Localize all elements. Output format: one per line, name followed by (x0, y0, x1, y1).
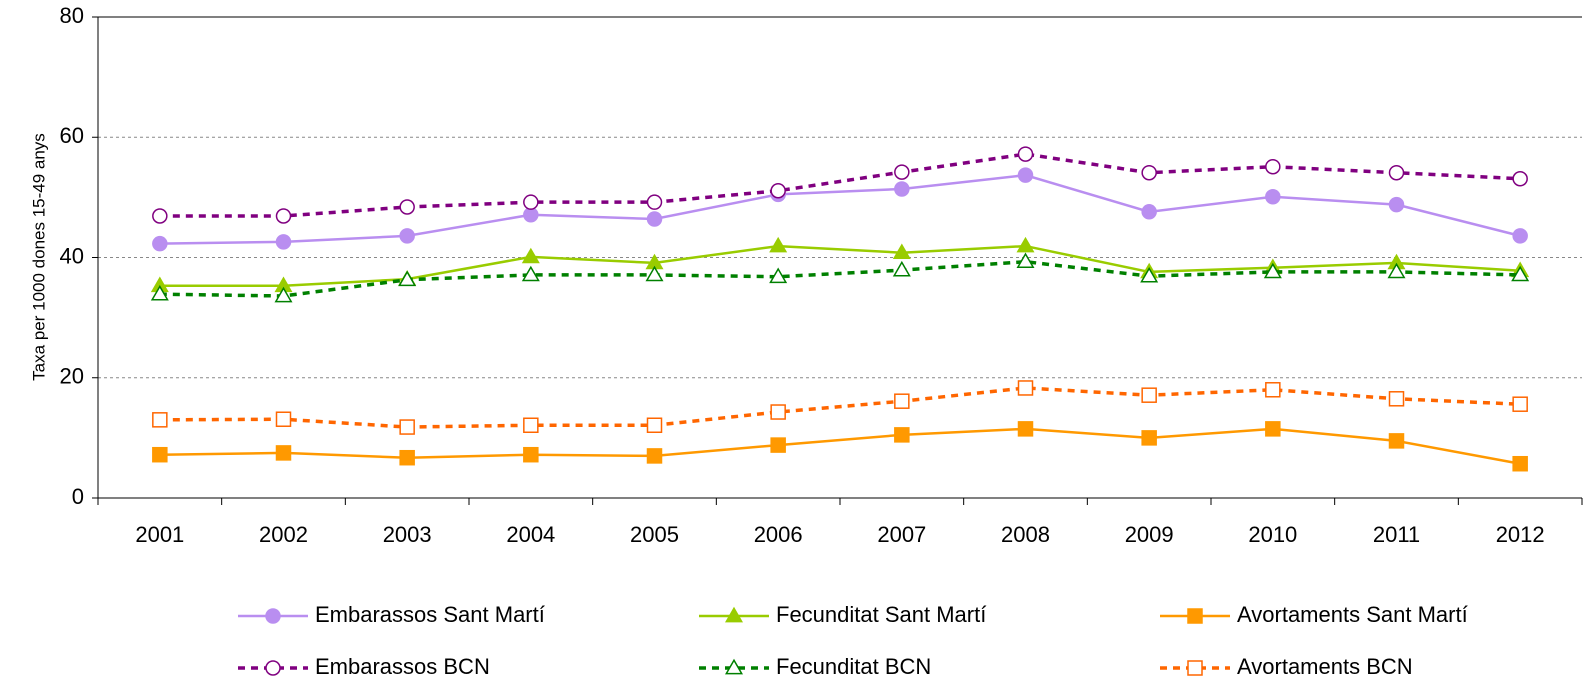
point (645, 265, 664, 282)
point (150, 284, 169, 301)
x-tick-label: 2006 (754, 522, 803, 547)
legend-label: Avortaments BCN (1237, 654, 1413, 679)
x-tick-label: 2009 (1125, 522, 1174, 547)
point (892, 260, 911, 277)
legend-label: Embarassos BCN (315, 654, 490, 679)
point (521, 265, 540, 282)
y-tick-label: 40 (60, 243, 84, 268)
point (769, 267, 788, 284)
point (521, 247, 540, 264)
x-tick-label: 2002 (259, 522, 308, 547)
point (152, 235, 168, 252)
point (398, 270, 417, 287)
point (275, 234, 292, 250)
point (275, 411, 292, 427)
point (1388, 164, 1405, 181)
point (152, 446, 168, 463)
point (1512, 228, 1528, 244)
point (646, 417, 663, 433)
point (399, 228, 415, 244)
point (1017, 380, 1034, 396)
legend-label: Avortaments Sant Martí (1237, 602, 1468, 627)
point (1387, 262, 1406, 279)
series-line (159, 386, 1521, 429)
legend-label: Fecunditat BCN (776, 654, 931, 679)
point (1141, 204, 1157, 220)
point (1512, 170, 1528, 187)
x-tick-label: 2008 (1001, 522, 1050, 547)
point (152, 412, 168, 428)
point (399, 449, 415, 466)
y-tick-label: 20 (60, 364, 84, 389)
point (275, 208, 292, 224)
point (1511, 265, 1530, 282)
series-line (159, 427, 1521, 465)
legend-label: Embarassos Sant Martí (315, 602, 545, 627)
x-tick-label: 2007 (877, 522, 926, 547)
point (1388, 391, 1405, 407)
point (1265, 189, 1281, 205)
point (894, 181, 910, 197)
point (1263, 262, 1282, 279)
point (275, 445, 292, 461)
x-tick-label: 2005 (630, 522, 679, 547)
point (894, 393, 910, 409)
point (1265, 158, 1281, 175)
point (1388, 196, 1405, 213)
point (646, 194, 663, 210)
x-tick-label: 2001 (135, 522, 184, 547)
point (892, 243, 911, 260)
legend-marker (724, 606, 744, 623)
legend-marker (1187, 660, 1203, 676)
point (1017, 146, 1034, 162)
y-tick-label: 0 (72, 484, 84, 509)
y-tick-label: 60 (60, 123, 84, 148)
series-line (159, 259, 1521, 298)
series-line (159, 173, 1521, 245)
x-tick-label: 2010 (1248, 522, 1297, 547)
point (523, 417, 539, 433)
point (1016, 236, 1035, 253)
point (1265, 382, 1281, 398)
point (894, 427, 910, 443)
point (152, 208, 168, 224)
point (1017, 167, 1034, 183)
point (399, 419, 415, 435)
legend-marker (265, 660, 281, 676)
y-axis-label: Taxa per 1000 dones 15-49 anys (29, 133, 48, 381)
series-line (159, 244, 1521, 288)
point (274, 286, 293, 303)
point (1265, 421, 1281, 437)
point (1016, 252, 1035, 269)
point (894, 164, 910, 180)
series-line (159, 152, 1521, 218)
point (770, 183, 786, 199)
point (1141, 430, 1157, 446)
x-tick-label: 2011 (1373, 522, 1420, 547)
point (1141, 387, 1157, 403)
point (770, 404, 786, 420)
y-tick-label: 80 (60, 3, 84, 28)
point (1140, 266, 1159, 283)
point (523, 446, 539, 463)
legend-marker (724, 658, 744, 675)
point (1017, 421, 1034, 437)
point (1141, 164, 1157, 181)
point (523, 194, 539, 210)
point (646, 211, 663, 227)
x-tick-label: 2004 (506, 522, 555, 547)
point (646, 448, 663, 464)
legend-marker (1187, 608, 1203, 624)
point (399, 199, 415, 215)
legend-label: Fecunditat Sant Martí (776, 602, 986, 627)
legend-marker (265, 608, 281, 624)
point (1512, 455, 1528, 472)
x-tick-label: 2012 (1496, 522, 1545, 547)
point (770, 437, 786, 453)
point (769, 236, 788, 253)
x-tick-label: 2003 (383, 522, 432, 547)
point (1388, 433, 1405, 449)
point (1512, 396, 1528, 412)
